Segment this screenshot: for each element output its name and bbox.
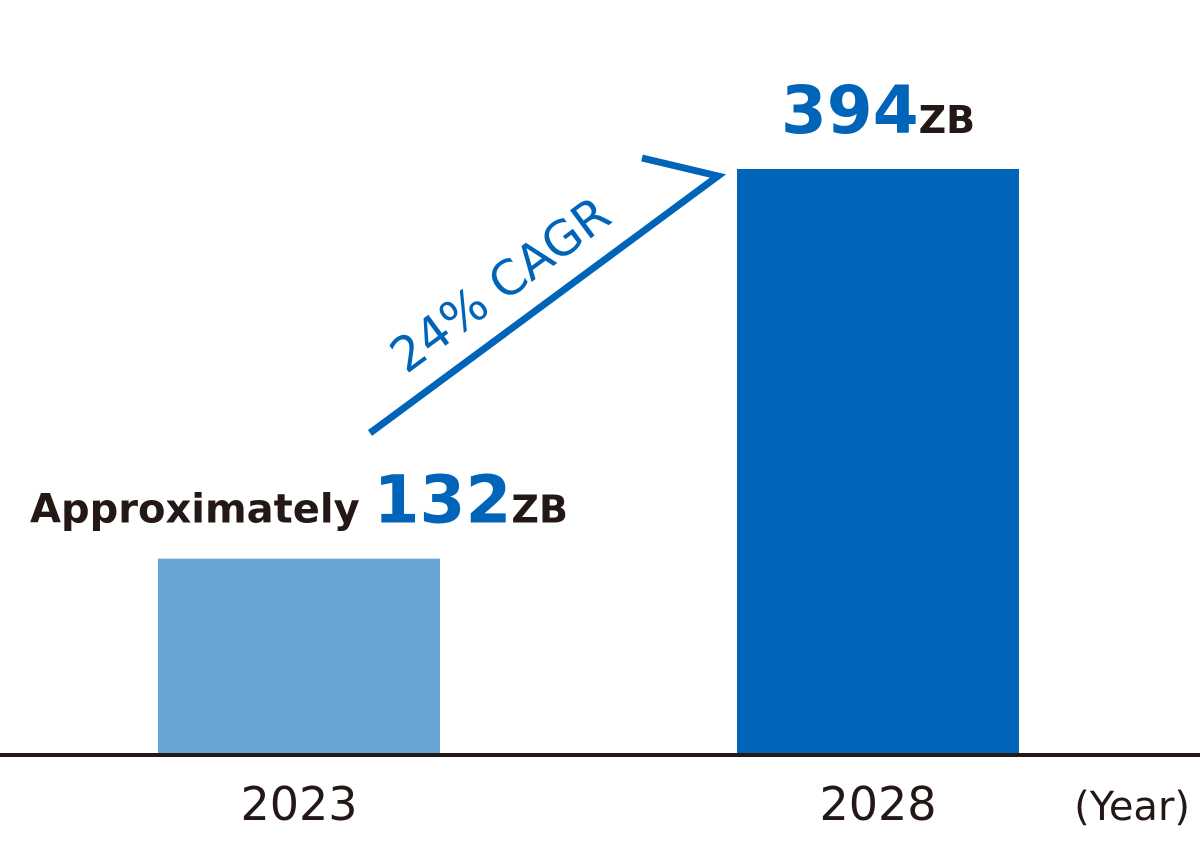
data-label-unit: ZB [919, 98, 976, 142]
data-label-value: 132 [374, 462, 512, 539]
x-tick-labels: 2023 2028 [240, 777, 936, 831]
cagr-annotation: 24% CAGR [367, 154, 727, 436]
x-tick-label-2023: 2023 [240, 777, 357, 831]
cagr-label: 24% CAGR [380, 186, 621, 384]
bar-2023 [158, 558, 440, 755]
data-label-unit: ZB [511, 488, 568, 532]
x-axis-label: (Year) [1074, 784, 1190, 830]
data-label-2028: 394ZB [781, 72, 975, 149]
bars-layer [158, 169, 1019, 755]
bar-2028 [737, 169, 1019, 755]
data-label-2023: Approximately 132ZB [30, 462, 568, 539]
data-label-value: 394 [781, 72, 919, 149]
data-label-prefix: Approximately [30, 487, 374, 533]
cagr-arrow [367, 154, 727, 436]
x-tick-label-2028: 2028 [819, 777, 936, 831]
